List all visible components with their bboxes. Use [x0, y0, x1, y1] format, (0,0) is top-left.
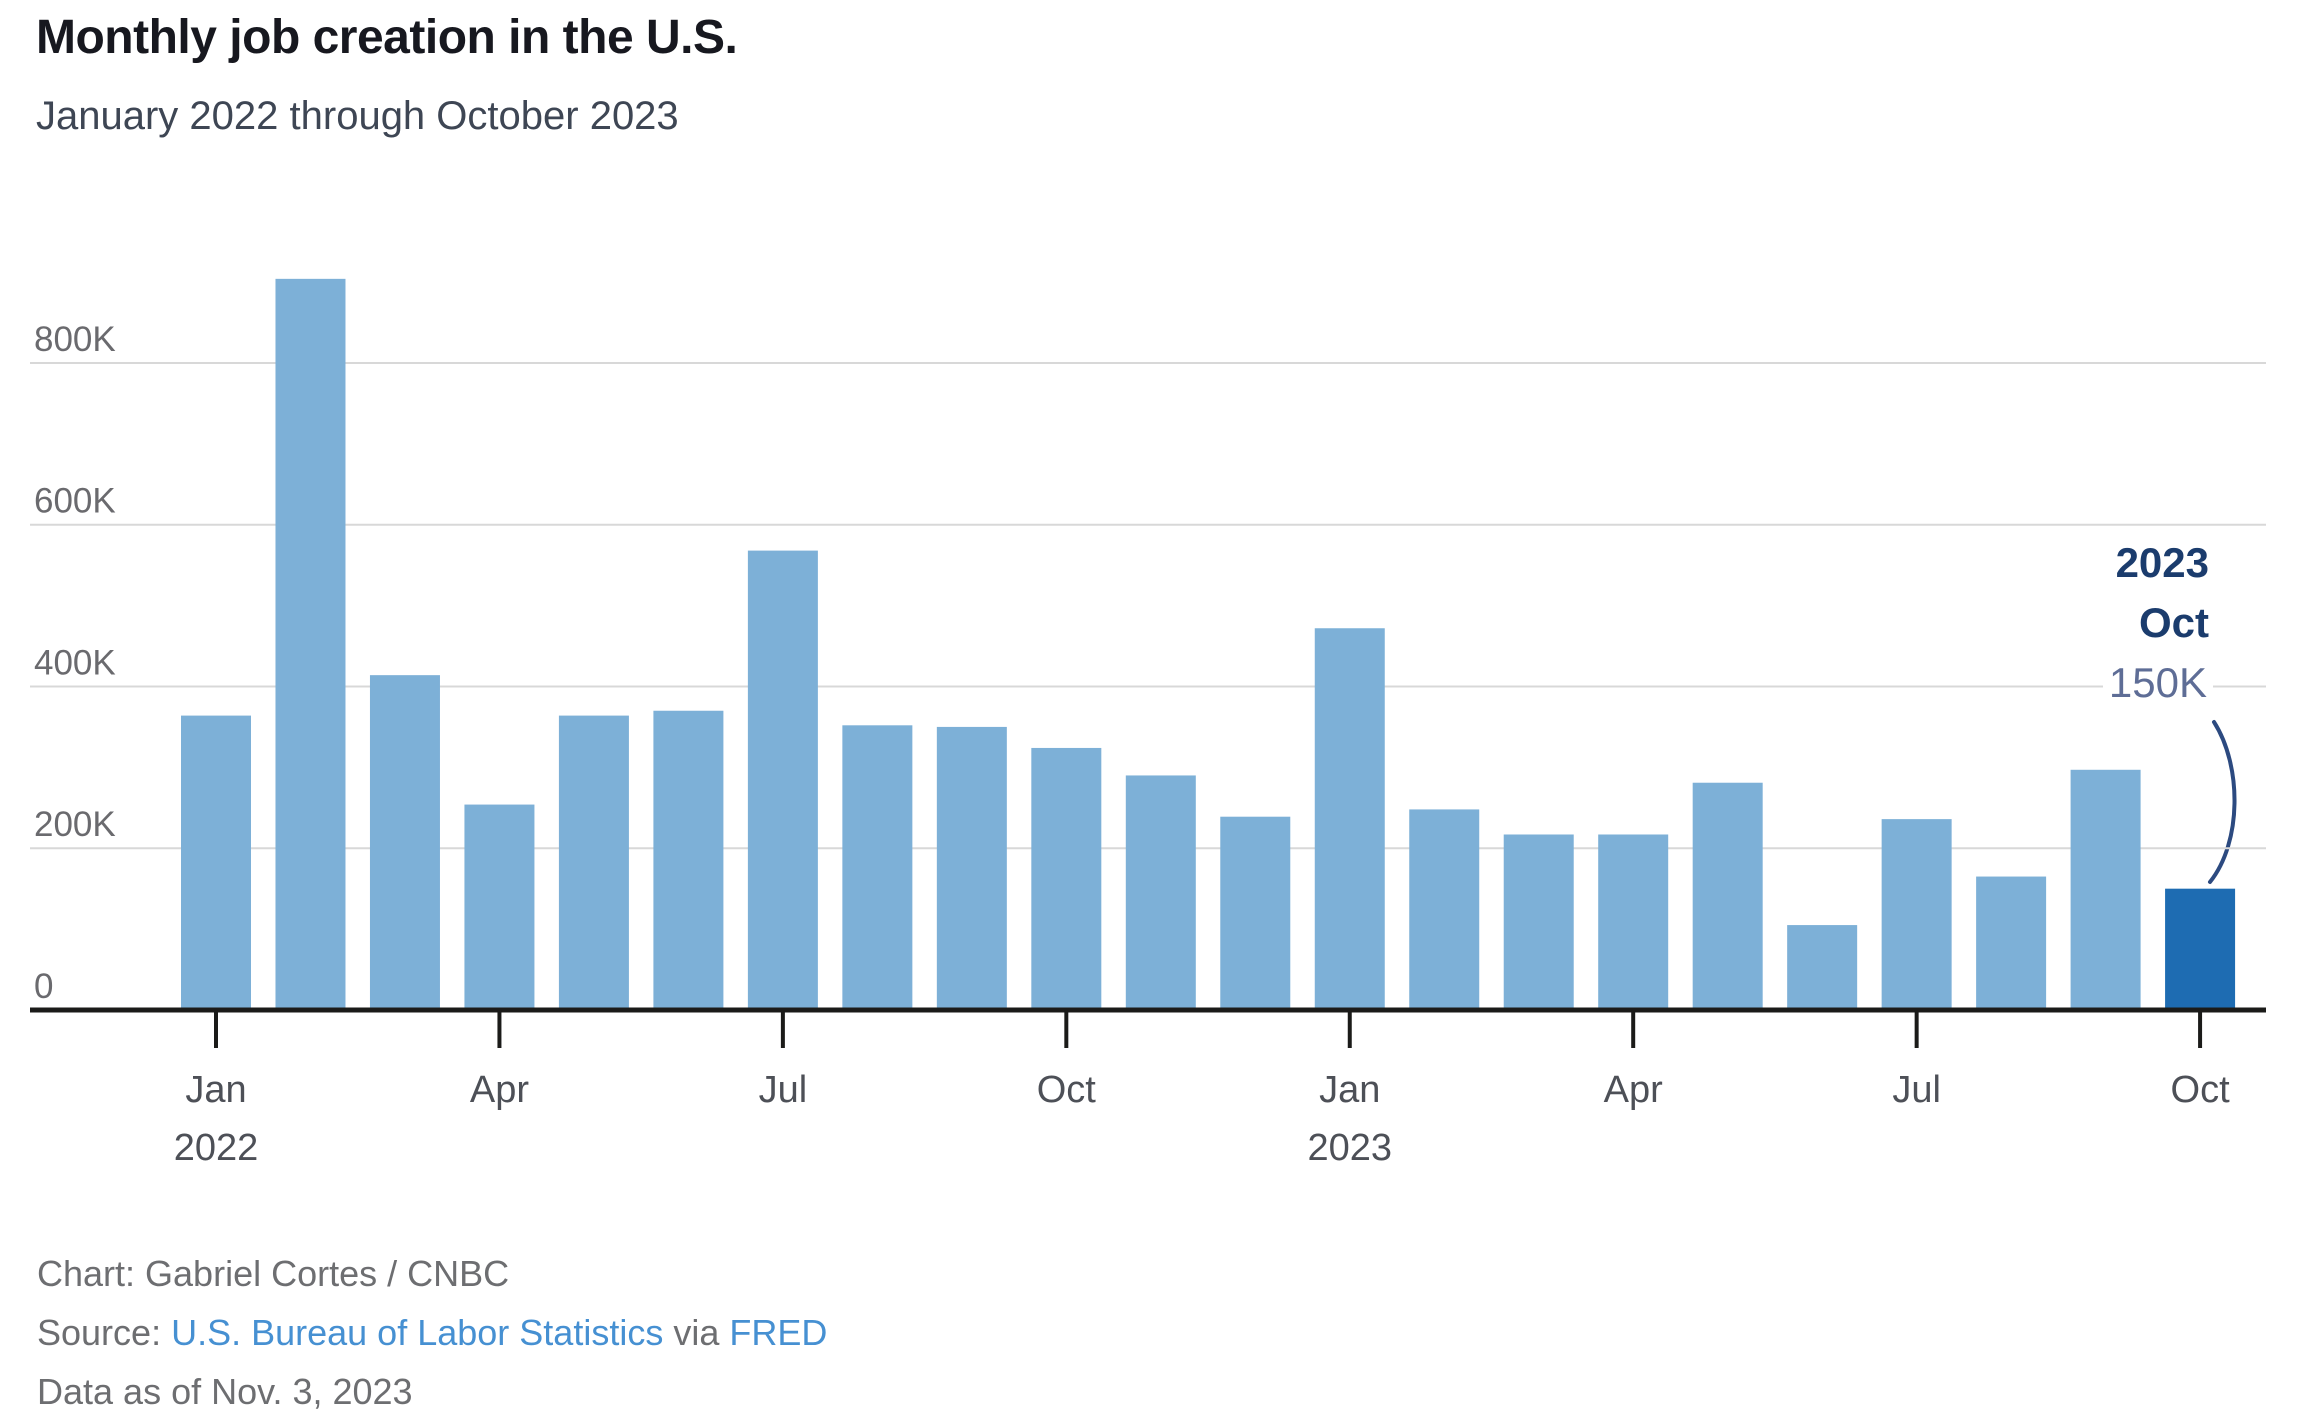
annotation-year: 2023 [2111, 533, 2213, 593]
y-axis-label-400K: 400K [34, 643, 116, 682]
x-axis-label-jan-2022: Jan [185, 1069, 246, 1111]
chart-title: Monthly job creation in the U.S. [36, 11, 738, 64]
callout-arc [2208, 720, 2237, 884]
x-axis-label-apr-2023: Apr [1604, 1069, 1663, 1111]
bar-jan-2022 [181, 715, 251, 1010]
y-axis-label-800K: 800K [34, 320, 116, 359]
bar-aug-2023 [1976, 876, 2047, 1010]
x-axis-label-jan-2023: Jan [1319, 1069, 1380, 1111]
bar-jun-2022 [653, 710, 724, 1010]
bar-nov-2022 [1125, 775, 1196, 1010]
bar-may-2022 [558, 715, 629, 1010]
x-axis-label-apr-2022: Apr [470, 1069, 529, 1111]
y-axis-label-600K: 600K [34, 482, 116, 521]
bar-sep-2022 [936, 726, 1007, 1010]
bar-feb-2023 [1409, 809, 1480, 1010]
bar-jun-2023 [1787, 925, 1858, 1010]
footer-asof: Data as of Nov. 3, 2023 [37, 1371, 413, 1412]
source-link-fred[interactable]: FRED [729, 1312, 828, 1353]
x-axis-label-oct-2022: Oct [1037, 1069, 1097, 1111]
x-axis-label-jul-2023: Jul [1892, 1069, 1941, 1111]
x-axis-label-oct-2023: Oct [2171, 1069, 2231, 1111]
bar-aug-2022 [842, 725, 913, 1010]
bar-oct-2022 [1031, 747, 1102, 1010]
bar-jul-2023 [1881, 819, 1952, 1010]
x-axis-label-jul-2022: Jul [759, 1069, 808, 1111]
y-axis-label-0: 0 [34, 967, 53, 1006]
source-link-bls[interactable]: U.S. Bureau of Labor Statistics [171, 1312, 664, 1353]
bar-may-2023 [1692, 782, 1763, 1010]
x-axis-year-2023: 2023 [1307, 1127, 1392, 1169]
bar-oct-2023 [2165, 888, 2236, 1010]
footer-source: Source: U.S. Bureau of Labor Statistics … [37, 1303, 827, 1362]
bar-jul-2022 [747, 550, 818, 1010]
bar-dec-2022 [1220, 816, 1291, 1010]
annotation-month: Oct [2134, 593, 2213, 653]
bar-sep-2023 [2070, 769, 2141, 1010]
footer-source-prefix: Source: [37, 1312, 172, 1353]
bar-apr-2022 [464, 804, 535, 1010]
bar-apr-2023 [1598, 834, 1669, 1010]
footer-credit: Chart: Gabriel Cortes / CNBC [37, 1253, 510, 1294]
annotation-oct-2023: 2023 Oct 150K [2102, 533, 2213, 713]
bar-jan-2023 [1314, 628, 1385, 1010]
chart-footer: Chart: Gabriel Cortes / CNBC Source: U.S… [37, 1244, 827, 1421]
bar-feb-2022 [275, 278, 346, 1010]
x-axis-year-2022: 2022 [174, 1127, 259, 1169]
footer-source-via: via [663, 1312, 730, 1353]
bar-mar-2023 [1503, 834, 1574, 1010]
annotation-value: 150K [2102, 653, 2213, 713]
chart-subtitle: January 2022 through October 2023 [36, 94, 679, 138]
bar-mar-2022 [369, 675, 440, 1010]
y-axis-label-200K: 200K [34, 805, 116, 844]
